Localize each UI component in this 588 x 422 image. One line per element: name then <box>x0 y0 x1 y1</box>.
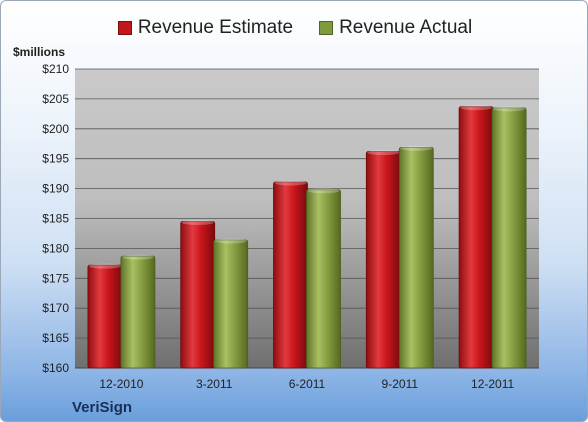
y-tick-label: $165 <box>42 331 69 345</box>
y-axis-unit-label: $millions <box>13 45 66 59</box>
bar-highlight <box>121 254 154 260</box>
bar-revenue-actual <box>398 146 434 369</box>
legend-swatch-actual <box>319 21 334 35</box>
bar-highlight <box>400 145 433 151</box>
y-tick-label: $185 <box>42 212 69 226</box>
y-tick-label: $205 <box>42 92 69 106</box>
y-tick-label: $180 <box>42 241 69 255</box>
bar-revenue-actual <box>120 255 156 369</box>
y-tick-label: $175 <box>42 271 69 285</box>
bar-revenue-actual <box>306 189 341 369</box>
legend-label-actual: Revenue Actual <box>339 17 473 38</box>
legend: Revenue Estimate Revenue Actual <box>1 17 587 39</box>
bar-revenue-estimate <box>365 151 401 369</box>
legend-item-actual: Revenue Actual <box>319 17 472 39</box>
y-tick-label: $160 <box>42 361 69 375</box>
x-tick-label: 6-2011 <box>289 377 326 391</box>
bar-highlight <box>367 150 400 156</box>
bar-highlight <box>274 180 307 186</box>
bar-revenue-estimate <box>180 221 216 369</box>
x-tick-label: 3-2011 <box>196 377 233 391</box>
legend-item-estimate: Revenue Estimate <box>117 17 294 39</box>
x-tick-label: 12-2010 <box>99 377 143 391</box>
y-tick-label: $170 <box>42 301 69 315</box>
x-tick-label: 12-2011 <box>471 377 514 391</box>
legend-label-estimate: Revenue Estimate <box>137 17 294 38</box>
legend-swatch-estimate <box>117 21 132 35</box>
y-tick-label: $190 <box>42 182 69 196</box>
y-tick-label: $195 <box>42 152 69 166</box>
bar-revenue-estimate <box>458 106 494 369</box>
bar-highlight <box>460 105 493 111</box>
y-tick-label: $200 <box>42 122 69 136</box>
bar-highlight <box>493 106 526 112</box>
x-tick-label: 9-2011 <box>382 377 419 391</box>
bar-highlight <box>307 188 340 194</box>
bar-revenue-actual <box>491 107 527 369</box>
bar-highlight <box>214 238 247 244</box>
bar-highlight <box>181 219 214 225</box>
bar-revenue-estimate <box>273 181 308 369</box>
y-tick-label: $210 <box>42 62 69 76</box>
bar-revenue-actual <box>213 239 249 369</box>
company-name: VeriSign <box>72 399 133 416</box>
bar-highlight <box>88 263 121 269</box>
bar-revenue-estimate <box>87 264 123 369</box>
